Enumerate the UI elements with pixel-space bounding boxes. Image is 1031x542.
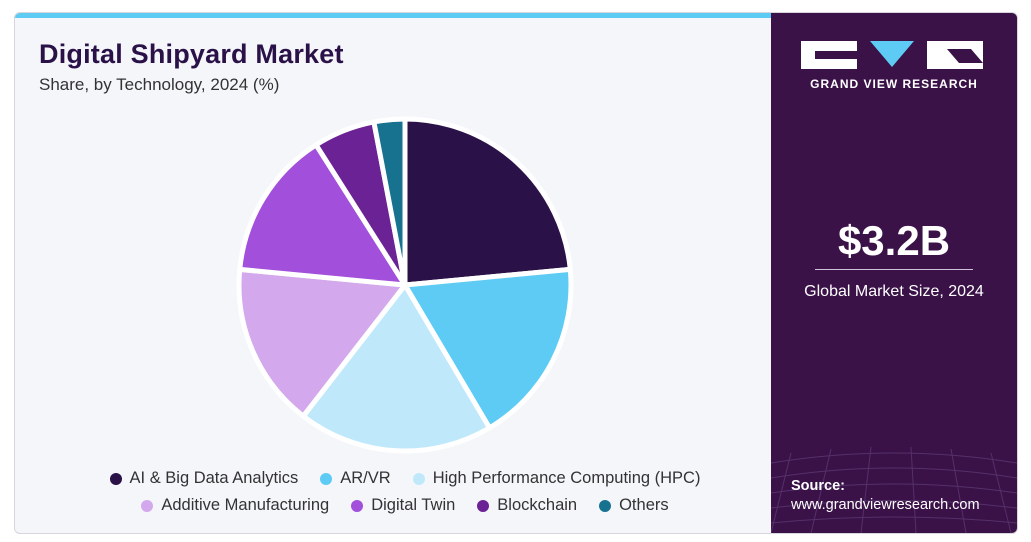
chart-card: Digital Shipyard Market Share, by Techno… xyxy=(14,12,1018,534)
info-sidebar: GRAND VIEW RESEARCH $3.2B Global Market … xyxy=(771,13,1017,533)
source-link[interactable]: www.grandviewresearch.com xyxy=(791,497,980,513)
legend-row: AI & Big Data Analytics AR/VR High Perform… xyxy=(55,469,755,488)
legend-entry: Additive Manufacturing xyxy=(141,496,329,515)
logo-v-block xyxy=(864,41,920,69)
legend-label: High Performance Computing (HPC) xyxy=(432,469,701,487)
legend-swatch xyxy=(320,472,333,485)
legend-entry: Others xyxy=(599,496,669,515)
chart-subtitle: Share, by Technology, 2024 (%) xyxy=(39,75,280,94)
legend-entry: Digital Twin xyxy=(351,496,455,515)
brand-logo: GRAND VIEW RESEARCH xyxy=(801,41,987,91)
accent-bar xyxy=(15,13,771,18)
legend-swatch xyxy=(109,472,122,485)
pie-slice-others xyxy=(371,116,408,288)
market-size-label: Global Market Size, 2024 xyxy=(804,283,984,300)
legend-label: AI & Big Data Analytics xyxy=(129,469,299,487)
decorative-grid xyxy=(771,446,1017,533)
pie-slice-additive-manufacturing xyxy=(236,266,408,419)
legend-row: Additive Manufacturing Digital Twin Blockc… xyxy=(55,496,755,515)
market-size-value: $3.2B xyxy=(837,217,951,264)
legend-swatch xyxy=(141,499,154,512)
logo-g-block xyxy=(801,41,857,69)
brand-name: GRAND VIEW RESEARCH xyxy=(810,77,978,91)
legend-entry: High Performance Computing (HPC) xyxy=(412,469,701,488)
legend-swatch xyxy=(477,499,490,512)
legend-swatch xyxy=(412,472,425,485)
chart-legend: AI & Big Data Analytics AR/VR High Perform… xyxy=(55,469,755,523)
chart-panel: Digital Shipyard Market Share, by Techno… xyxy=(15,13,771,533)
legend-entry: AR/VR xyxy=(320,469,391,488)
legend-label: AR/VR xyxy=(340,469,391,487)
divider xyxy=(815,269,973,270)
pie-slice-ai-big-data-analytics xyxy=(402,116,573,288)
legend-entry: AI & Big Data Analytics xyxy=(109,469,299,488)
pie-slice-ar-vr xyxy=(402,266,574,431)
source-label: Source: xyxy=(791,478,845,494)
legend-label: Additive Manufacturing xyxy=(161,496,330,514)
chart-title: Digital Shipyard Market xyxy=(39,39,344,69)
pie-slice-high-performance-computing-hpc xyxy=(300,282,493,454)
source-note: Source: www.grandviewresearch.com xyxy=(791,477,980,515)
legend-label: Digital Twin xyxy=(371,496,456,514)
pie-slice-digital-twin xyxy=(237,142,408,288)
legend-label: Blockchain xyxy=(497,496,578,514)
legend-label: Others xyxy=(619,496,669,514)
logo-r-block xyxy=(927,41,983,69)
legend-swatch xyxy=(599,499,612,512)
legend-entry: Blockchain xyxy=(477,496,577,515)
pie-chart xyxy=(236,116,574,454)
legend-swatch xyxy=(351,499,364,512)
